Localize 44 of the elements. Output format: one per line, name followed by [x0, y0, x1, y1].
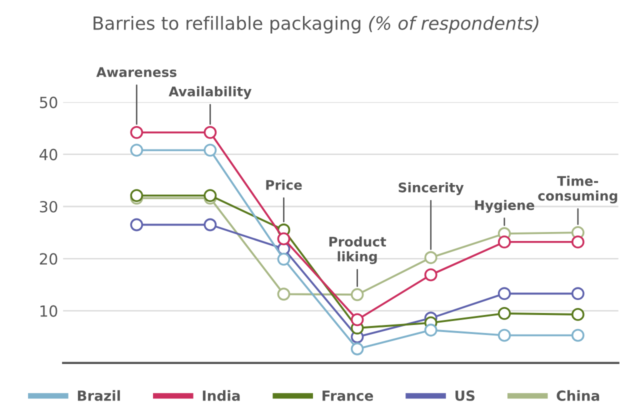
x-tick-label: Time- consuming	[538, 176, 618, 204]
point	[130, 189, 144, 202]
point	[424, 268, 438, 282]
y-tick-label: 40	[40, 148, 58, 160]
point	[277, 288, 290, 301]
y-tick-label: 10	[40, 305, 58, 317]
y-tick-label: 20	[40, 253, 58, 265]
legend-label: France	[322, 390, 374, 401]
point	[498, 306, 511, 320]
point	[424, 324, 438, 337]
chart-title: Barries to refillable packaging	[94, 16, 360, 34]
point	[204, 189, 217, 202]
chart-subtitle: (% of respondents)	[369, 16, 538, 34]
point	[350, 288, 364, 302]
point	[498, 236, 511, 248]
point	[571, 328, 584, 342]
point	[350, 313, 364, 326]
point	[498, 328, 511, 342]
point	[571, 308, 584, 321]
x-tick-label: Price	[266, 180, 302, 190]
point	[571, 236, 584, 248]
x-tick-label: Availability	[168, 86, 252, 100]
legend-label: Brazil	[78, 390, 120, 401]
legend-label: US	[456, 390, 474, 401]
point	[204, 218, 217, 232]
point	[204, 144, 217, 157]
point	[571, 287, 584, 300]
point	[204, 126, 217, 139]
point	[424, 251, 438, 264]
y-tick-label: 50	[40, 96, 58, 108]
point	[130, 144, 144, 157]
legend-label: China	[556, 390, 600, 401]
point	[498, 287, 511, 300]
point	[277, 252, 290, 266]
x-tick-label: Product liking	[329, 236, 386, 264]
point	[277, 232, 290, 246]
y-tick-label: 30	[40, 200, 58, 213]
point	[130, 218, 144, 232]
x-tick-label: Sincerity	[398, 182, 464, 196]
x-tick-label: Hygiene	[475, 200, 534, 213]
x-tick-label: Awareness	[96, 67, 176, 78]
legend-label: India	[202, 390, 240, 401]
point	[130, 126, 144, 139]
point	[350, 342, 364, 356]
